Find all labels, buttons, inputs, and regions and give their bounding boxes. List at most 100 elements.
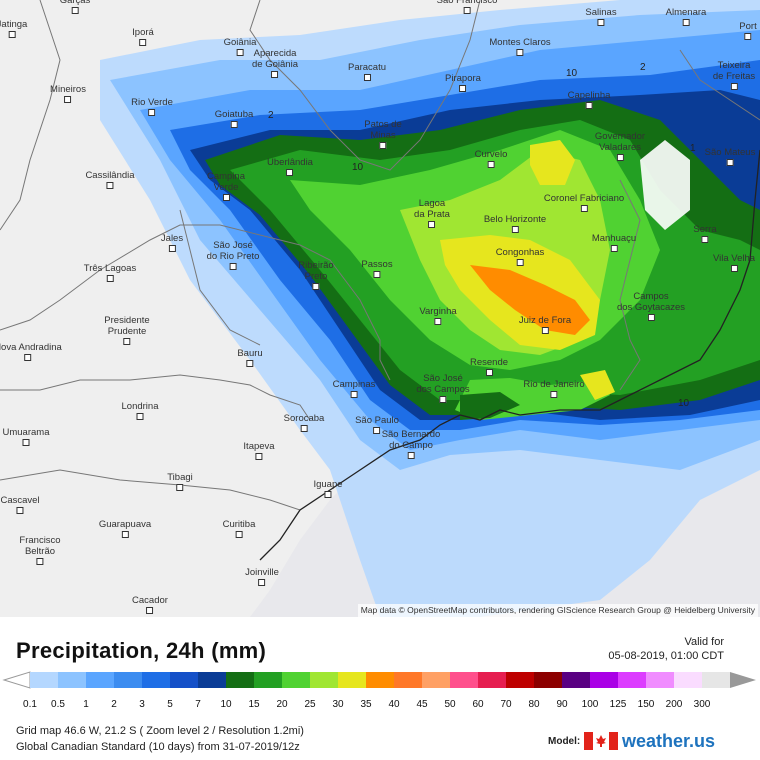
city-label: Aparecida de Goiânia [252,48,298,78]
city-marker-icon [726,159,734,166]
city-label: Campina Verde [207,171,245,201]
legend-panel [0,617,760,760]
scale-tick-label: 20 [276,699,288,710]
scale-swatch [310,672,339,688]
scale-swatch [142,672,171,688]
city-label: Almenara [666,7,706,26]
scale-tick-label: 125 [609,699,627,710]
contour-label: 2 [640,62,646,73]
city-label: São Mateus [705,147,755,166]
city-label: Varginha [419,306,457,325]
city-marker-icon [516,259,524,266]
grid-info: Grid map 46.6 W, 21.2 S ( Zoom level 2 /… [16,725,304,737]
city-label: Goiânia [224,37,256,56]
city-label: São José dos Campos [416,373,470,403]
scale-tick-label: 50 [444,699,456,710]
scale-swatch [394,672,423,688]
city-marker-icon [516,49,524,56]
city-label: Manhuaçu [592,233,636,252]
scale-tick-label: 0.5 [51,699,65,710]
city-marker-icon [363,74,371,81]
city-marker-icon [312,283,320,290]
color-scale-bar [2,671,756,689]
city-marker-icon [373,427,381,434]
city-label: Sorocaba [284,413,324,432]
city-marker-icon [647,314,655,321]
city-label: Iporá [132,27,154,46]
city-label: Juiz de Fora [519,315,571,334]
city-label: Coronel Fabriciano [544,193,624,212]
scale-tick-label: 1 [83,699,89,710]
city-marker-icon [106,275,114,282]
scale-tick-label: 2 [111,699,117,710]
contour-label: 1 [690,143,696,154]
city-marker-icon [730,83,738,90]
scale-tick-label: 15 [248,699,260,710]
scale-tick-label: 3 [139,699,145,710]
city-marker-icon [585,102,593,109]
city-label: Londrina [122,401,158,420]
scale-swatch [562,672,591,688]
scale-swatch [170,672,199,688]
city-label: Lagoa da Prata [414,198,450,228]
scale-tick-label: 25 [304,699,316,710]
city-marker-icon [511,226,519,233]
contour-label: 10 [566,68,578,79]
city-label: Itapeva [243,441,275,460]
scale-min-arrow [2,671,31,689]
city-marker-icon [24,354,32,361]
scale-swatch [422,672,451,688]
city-marker-icon [16,507,24,514]
city-marker-icon [168,245,176,252]
city-label: Joinville [245,567,279,586]
city-label: Campinas [333,379,375,398]
scale-tick-label: 90 [556,699,568,710]
city-marker-icon [407,452,415,459]
city-label: Curvelo [475,149,507,168]
scale-swatch [30,672,59,688]
city-label: Campos dos Goytacazes [617,291,685,321]
scale-tick-label: 45 [416,699,428,710]
city-label: Capelinha [568,90,610,109]
city-label: Umuarama [3,427,50,446]
city-label: Rio de Janeiro [523,379,585,398]
city-marker-icon [286,169,294,176]
city-label: Vila Velha [713,253,755,272]
city-marker-icon [434,318,442,325]
city-label: Presidente Prudente [104,315,150,345]
scale-tick-label: 10 [220,699,232,710]
city-marker-icon [148,109,156,116]
scale-swatch [506,672,535,688]
city-marker-icon [487,161,495,168]
scale-swatch [450,672,479,688]
city-marker-icon [121,531,129,538]
city-label: Ribeirão Preto [298,260,334,290]
city-label: Rio Verde [131,97,173,116]
city-marker-icon [146,607,154,614]
city-label: Salinas [585,7,617,26]
scale-tick-label: 40 [388,699,400,710]
city-label: Curitiba [223,519,255,538]
city-label: São Bernardo do Campo [382,429,440,459]
city-label: Montes Claros [489,37,551,56]
city-label: Port [739,21,757,40]
city-label: São José do Rio Preto [207,240,259,270]
city-marker-icon [176,484,184,491]
weather-us-logo[interactable]: weather.us [622,731,716,751]
city-label: Nova Andradina [0,342,62,361]
city-label: Passos [361,259,393,278]
city-marker-icon [300,425,308,432]
model-info: Global Canadian Standard (10 days) from … [16,741,300,753]
city-label: Iguape [313,479,343,498]
city-label: Patos de Minas [364,119,402,149]
city-label: Resende [470,357,508,376]
scale-swatch [534,672,563,688]
city-marker-icon [229,263,237,270]
city-label: Pirapora [445,73,481,92]
city-marker-icon [439,396,447,403]
scale-swatch [282,672,311,688]
city-label: Tibagi [167,472,193,491]
scale-tick-label: 30 [332,699,344,710]
city-label: Francisco Beltrão [19,535,61,565]
